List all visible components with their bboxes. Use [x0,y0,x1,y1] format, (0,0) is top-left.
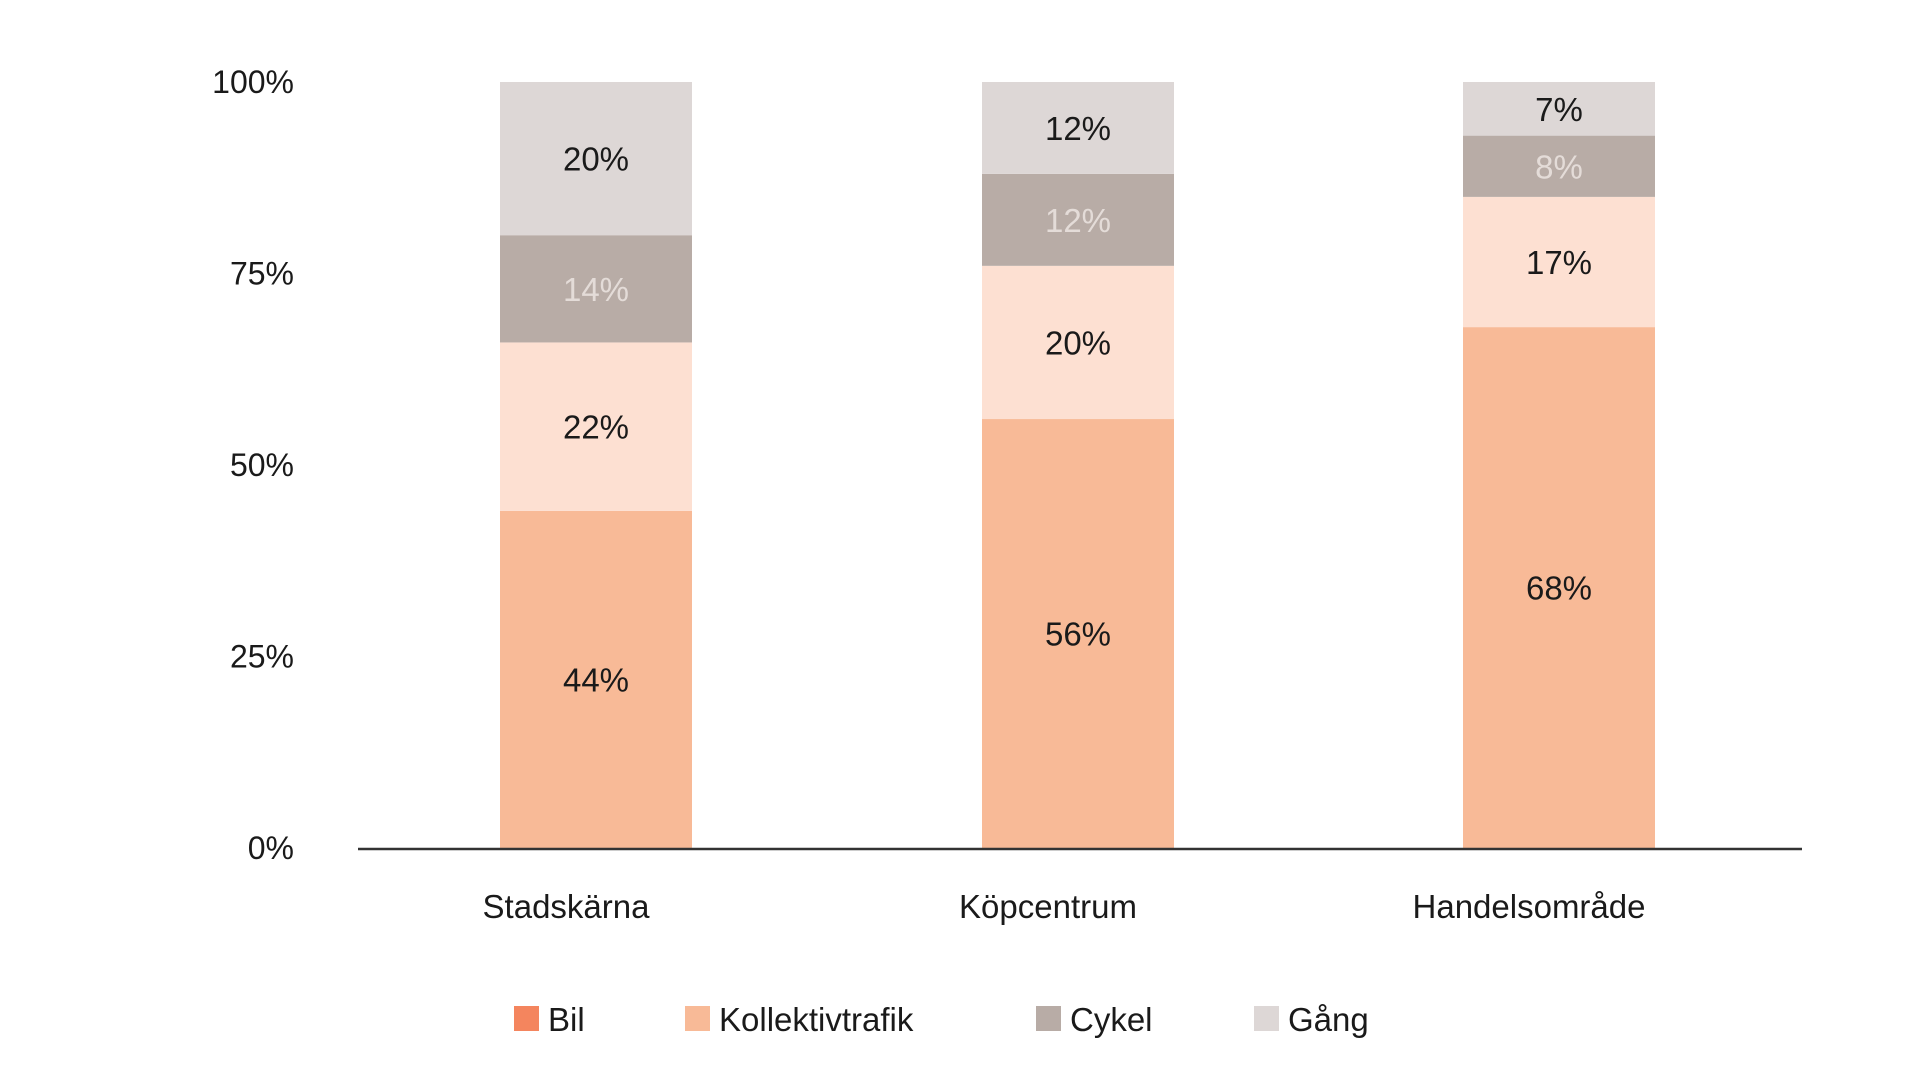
bar-segment [500,235,692,343]
legend-swatch [514,1006,539,1031]
bar-segment [982,265,1174,420]
bar-segment [982,419,1174,848]
y-tick-label: 25% [230,639,294,675]
legend-label: Gång [1288,1001,1369,1038]
data-label: 20% [563,141,629,178]
data-label: 68% [1526,570,1592,607]
data-label: 22% [563,409,629,446]
data-label: 12% [1045,202,1111,239]
bar-segment [500,510,692,848]
data-label: 56% [1045,616,1111,653]
x-category-label: Köpcentrum [959,888,1137,925]
legend-swatch [685,1006,710,1031]
x-axis-category-labels: Stadskärna Köpcentrum Handelsområde [483,888,1646,925]
data-label: 44% [563,661,629,698]
data-label: 14% [563,271,629,308]
x-category-label: Stadskärna [483,888,651,925]
legend: Bil Kollektivtrafik Cykel Gång [514,1001,1369,1038]
bar-segment [1463,327,1655,848]
data-label: 20% [1045,324,1111,361]
bar-segment [500,82,692,236]
y-tick-label: 100% [212,64,294,100]
data-label: 17% [1526,244,1592,281]
y-tick-label: 50% [230,447,294,483]
bar-segment [1463,82,1655,136]
bar-segment [982,173,1174,266]
bar-stacks: 44% 22% 14% 20% 56% 20% 12% 12% 68% 17% 8% 7% [500,82,1655,848]
x-category-label: Handelsområde [1413,888,1646,925]
legend-label: Kollektivtrafik [719,1001,914,1038]
y-tick-label: 75% [230,256,294,292]
legend-label: Bil [548,1001,585,1038]
legend-label: Cykel [1070,1001,1153,1038]
data-label: 12% [1045,110,1111,147]
y-tick-label: 0% [248,830,294,866]
bar-segment [1463,135,1655,197]
bar-segment [500,342,692,511]
legend-swatch [1254,1006,1279,1031]
bar-segment [1463,196,1655,328]
data-label: 7% [1535,91,1583,128]
bar-segment [982,82,1174,174]
legend-swatch [1036,1006,1061,1031]
y-axis-tick-labels: 0% 25% 50% 75% 100% [212,64,294,866]
data-label: 8% [1535,148,1583,185]
